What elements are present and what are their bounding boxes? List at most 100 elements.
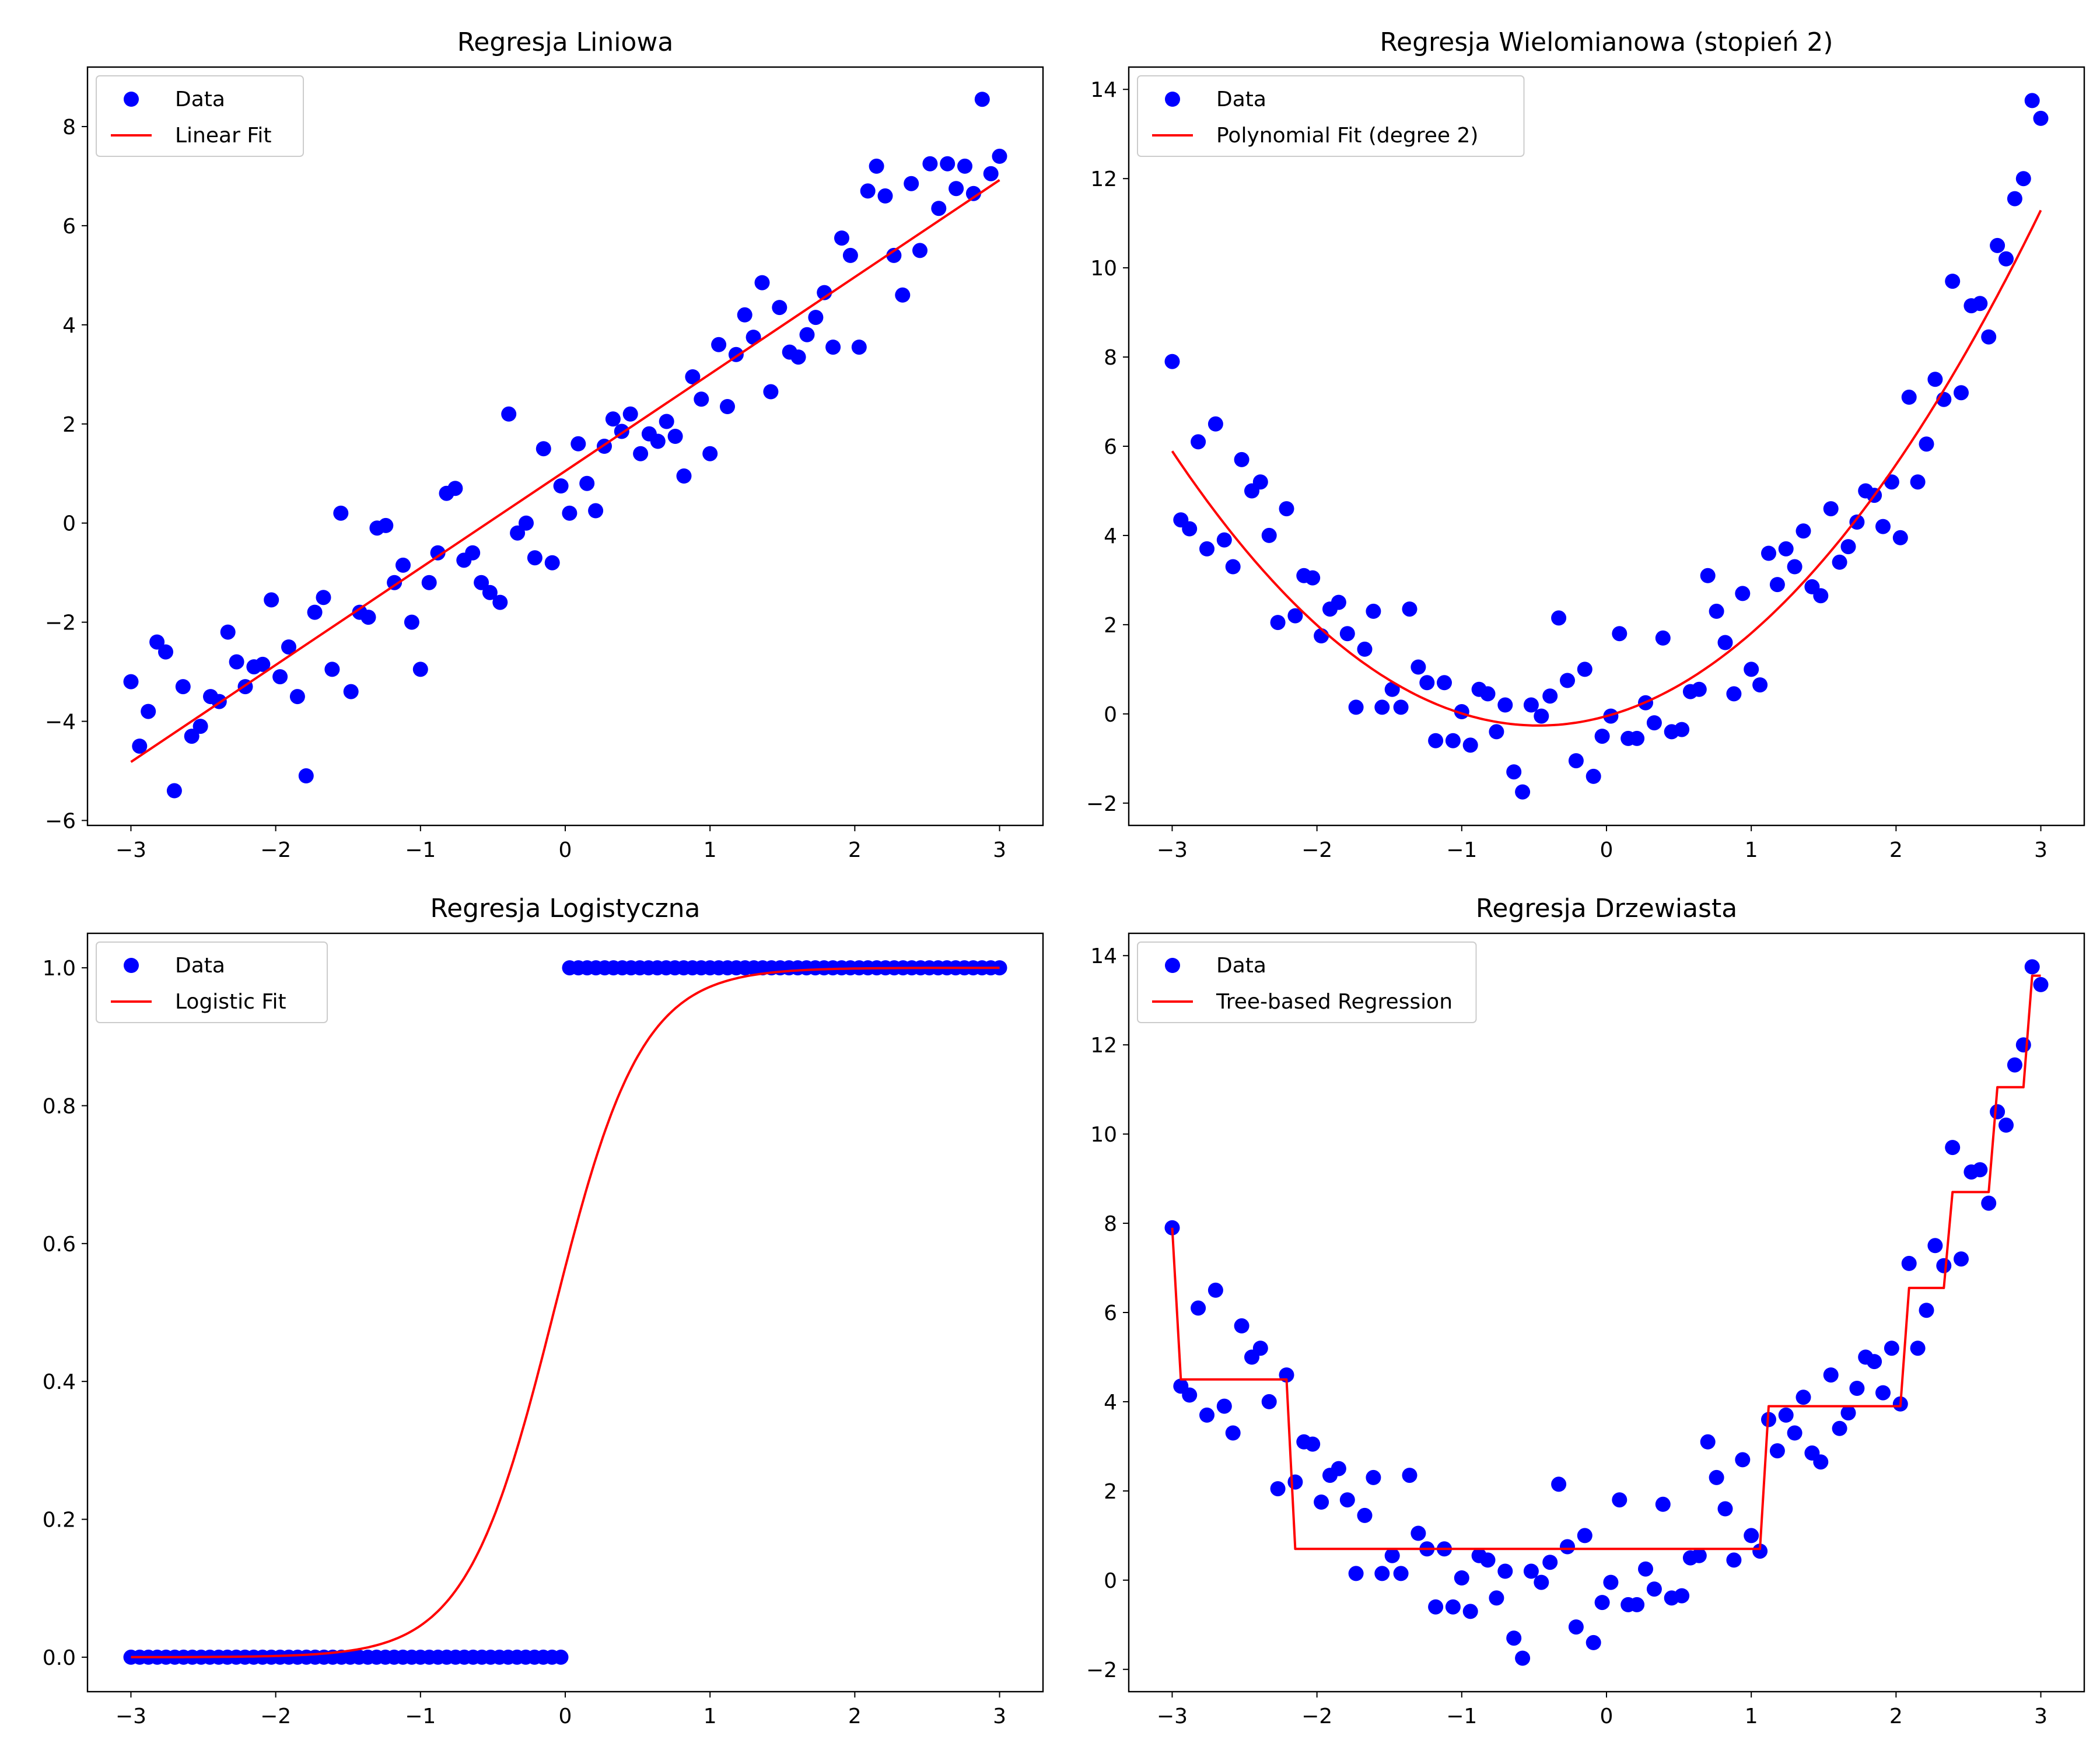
data-point bbox=[1981, 1195, 1997, 1211]
data-point bbox=[711, 337, 727, 352]
data-point bbox=[1981, 329, 1997, 345]
data-point bbox=[622, 406, 638, 422]
data-point bbox=[1594, 1595, 1610, 1611]
data-point bbox=[1691, 1548, 1707, 1563]
legend-label: Linear Fit bbox=[175, 124, 272, 148]
data-point bbox=[1182, 1387, 1198, 1403]
data-point bbox=[659, 414, 674, 429]
data-point bbox=[570, 436, 586, 452]
data-point bbox=[1691, 681, 1707, 697]
y-tick-label: 4 bbox=[1104, 1391, 1117, 1415]
legend: Data Logistic Fit bbox=[96, 942, 328, 1023]
y-tick-label: 4 bbox=[1104, 524, 1117, 548]
data-point bbox=[1849, 514, 1865, 530]
data-point bbox=[1954, 385, 1969, 401]
fit-line bbox=[130, 179, 1000, 763]
y-tick-label: 0.2 bbox=[43, 1508, 76, 1532]
data-point bbox=[720, 399, 735, 414]
data-point bbox=[817, 285, 832, 300]
data-point bbox=[324, 662, 340, 677]
data-point bbox=[1357, 641, 1373, 657]
y-tick-label: 6 bbox=[1104, 1301, 1117, 1325]
x-tick-label: −3 bbox=[1157, 838, 1188, 862]
data-point bbox=[272, 669, 288, 685]
x-axis: −3 −2 −1 0 1 2 3 bbox=[116, 1692, 1006, 1728]
data-point bbox=[1445, 1599, 1461, 1615]
data-point bbox=[1796, 1390, 1811, 1405]
x-tick-label: −3 bbox=[1157, 1704, 1188, 1728]
data-point bbox=[694, 391, 709, 407]
data-point bbox=[1402, 1468, 1418, 1483]
data-points bbox=[1164, 93, 2049, 800]
data-point bbox=[1752, 677, 1768, 693]
legend: Data Tree-based Regression bbox=[1137, 942, 1477, 1023]
panel-3: Regresja Logistyczna−3 −2 −1 0 1 2 30.00.20.40… bbox=[43, 894, 1044, 1728]
data-point bbox=[983, 166, 999, 181]
data-point bbox=[825, 340, 841, 355]
data-point bbox=[1402, 601, 1418, 617]
y-axis: −2 0 2 4 6 8 10 12 14 bbox=[1086, 78, 1129, 816]
data-point bbox=[553, 478, 569, 494]
data-point bbox=[149, 634, 165, 650]
y-tick-label: −2 bbox=[45, 611, 76, 635]
data-point bbox=[1348, 1566, 1364, 1581]
data-point bbox=[307, 604, 323, 620]
data-point bbox=[378, 517, 394, 533]
data-point bbox=[1761, 545, 1776, 561]
data-point bbox=[333, 505, 349, 521]
data-point bbox=[1462, 737, 1478, 753]
data-points bbox=[123, 960, 1007, 1665]
x-tick-label: 2 bbox=[848, 1704, 862, 1728]
plot-frame bbox=[86, 932, 1044, 1693]
data-point bbox=[1594, 729, 1610, 744]
y-tick-label: 2 bbox=[1104, 614, 1117, 638]
data-point bbox=[1709, 1469, 1724, 1485]
data-point bbox=[220, 624, 236, 640]
data-point bbox=[1735, 1452, 1751, 1468]
data-point bbox=[1945, 1140, 1961, 1156]
data-point bbox=[141, 704, 156, 719]
data-point bbox=[1261, 527, 1277, 543]
data-point bbox=[298, 768, 314, 783]
data-point bbox=[1884, 1340, 1899, 1356]
data-point bbox=[519, 515, 534, 531]
data-point bbox=[527, 550, 542, 566]
data-point bbox=[851, 340, 867, 355]
data-point bbox=[965, 186, 981, 201]
data-point bbox=[184, 729, 200, 744]
x-tick-label: −2 bbox=[1301, 1704, 1332, 1728]
data-point bbox=[1927, 372, 1943, 387]
data-point bbox=[1919, 1303, 1934, 1318]
data-point bbox=[1813, 1454, 1829, 1470]
data-point bbox=[1990, 1104, 2006, 1119]
data-point bbox=[702, 446, 718, 461]
data-point bbox=[1603, 708, 1619, 724]
data-point bbox=[1603, 1574, 1619, 1590]
data-point bbox=[763, 384, 779, 400]
data-point bbox=[1778, 541, 1794, 556]
x-tick-label: −2 bbox=[260, 838, 291, 862]
data-point bbox=[1919, 436, 1934, 452]
y-axis: −6 −4 −2 0 2 4 6 8 bbox=[45, 116, 88, 834]
x-tick-label: −1 bbox=[405, 838, 436, 862]
legend-box bbox=[96, 942, 328, 1023]
data-point bbox=[387, 575, 402, 590]
data-point bbox=[1462, 1604, 1478, 1619]
data-point bbox=[650, 433, 666, 449]
data-point bbox=[1384, 681, 1400, 697]
data-point bbox=[1419, 675, 1435, 691]
data-point bbox=[1646, 715, 1662, 731]
legend: Data Linear Fit bbox=[96, 75, 304, 157]
data-point bbox=[1910, 1340, 1926, 1356]
data-point bbox=[166, 783, 182, 799]
panel-1: Regresja Liniowa −3 −2 −1 0 1 2 3 −6 −4 −2 0 2 4 6 8 Dat… bbox=[45, 27, 1044, 862]
data-point bbox=[544, 555, 560, 570]
y-axis: 0.0 0.2 0.4 0.6 0.8 1.0 bbox=[43, 957, 88, 1670]
y-tick-label: 12 bbox=[1090, 1034, 1117, 1058]
data-point bbox=[1287, 608, 1303, 624]
data-point bbox=[1726, 686, 1742, 702]
data-point bbox=[922, 156, 938, 172]
legend-label: Data bbox=[1216, 954, 1266, 978]
data-point bbox=[1437, 675, 1452, 691]
data-point bbox=[158, 644, 173, 660]
